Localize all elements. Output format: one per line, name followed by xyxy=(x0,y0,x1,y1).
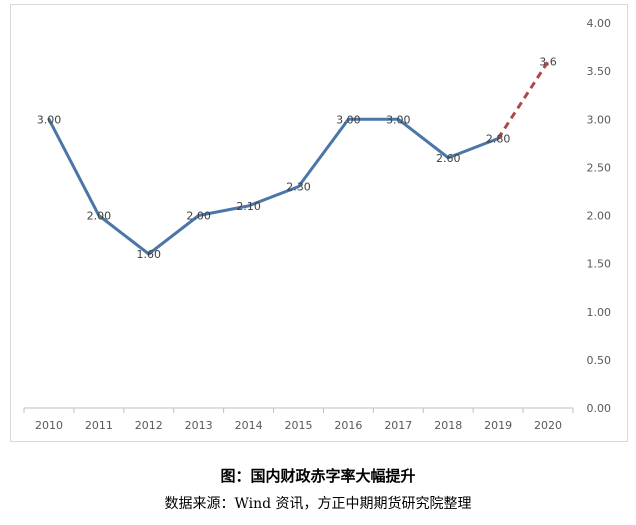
x-tick-label: 2014 xyxy=(235,419,263,432)
data-label: 2.00 xyxy=(186,210,211,223)
figure-caption-source: 数据来源：Wind 资讯，方正中期期货研究院整理 xyxy=(164,496,472,512)
y-tick-label: 4.00 xyxy=(587,17,612,30)
y-tick-label: 1.00 xyxy=(587,306,612,319)
data-label: 2.60 xyxy=(436,152,461,165)
data-label: 1.60 xyxy=(137,248,162,261)
x-tick-label: 2019 xyxy=(484,419,512,432)
figure-caption-title: 图：国内财政赤字率大幅提升 xyxy=(220,467,416,485)
x-tick-label: 2015 xyxy=(285,419,313,432)
y-tick-label: 0.50 xyxy=(587,354,612,367)
y-tick-label: 0.00 xyxy=(587,402,612,415)
data-label: 3.6 xyxy=(539,56,557,69)
data-label: 2.00 xyxy=(87,210,112,223)
y-tick-label: 1.50 xyxy=(587,258,612,271)
data-label: 3.00 xyxy=(336,113,361,126)
x-tick-label: 2012 xyxy=(135,419,163,432)
data-label: 2.80 xyxy=(486,133,511,146)
line-chart: 2010 2011 2012 2013 2014 2015 2016 2017 2018 2019… xyxy=(23,17,612,432)
data-label: 2.10 xyxy=(236,200,261,213)
x-tick-label: 2020 xyxy=(534,419,562,432)
data-label: 3.00 xyxy=(386,113,411,126)
data-label: 3.00 xyxy=(37,113,62,126)
series-line-1 xyxy=(47,117,500,256)
y-tick-label: 2.50 xyxy=(587,161,612,174)
data-label: 2.30 xyxy=(286,181,311,194)
chart-frame xyxy=(10,4,628,442)
x-tick-label: 2017 xyxy=(384,419,412,432)
x-tick-label: 2010 xyxy=(35,419,63,432)
y-tick-label: 3.00 xyxy=(587,113,612,126)
x-tick-label: 2011 xyxy=(85,419,113,432)
x-tick-label: 2013 xyxy=(185,419,213,432)
y-tick-label: 3.50 xyxy=(587,65,612,78)
series-line-2 xyxy=(496,60,550,140)
x-tick-label: 2016 xyxy=(334,419,362,432)
y-tick-label: 2.00 xyxy=(587,210,612,223)
x-tick-label: 2018 xyxy=(434,419,462,432)
